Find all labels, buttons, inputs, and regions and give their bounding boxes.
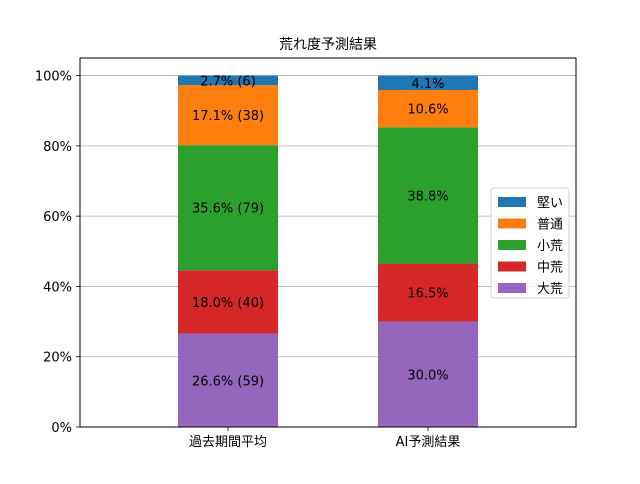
y-tick-label: 100%: [35, 70, 72, 85]
y-tick-label: 60%: [43, 210, 72, 225]
legend-label: 中荒: [537, 261, 563, 276]
legend-swatch: [498, 197, 526, 207]
legend-swatch: [498, 261, 526, 272]
bar-segment: [378, 321, 478, 427]
data-label: 10.6%: [407, 103, 448, 118]
y-tick-label: 80%: [43, 140, 72, 155]
chart-title: 荒れ度予測結果: [279, 37, 377, 53]
data-label: 4.1%: [411, 77, 444, 92]
data-label: 17.1% (38): [192, 109, 264, 124]
x-tick-label: 過去期間平均: [189, 435, 267, 450]
data-label: 35.6% (79): [192, 202, 264, 217]
data-label: 30.0%: [407, 368, 448, 383]
data-label: 18.0% (40): [192, 296, 264, 311]
x-tick-label: AI予測結果: [396, 435, 461, 450]
legend-swatch: [498, 240, 526, 250]
legend-label: 大荒: [537, 282, 563, 297]
bar-segment: [378, 263, 478, 322]
bar-segment: [378, 127, 478, 264]
legend-swatch: [498, 283, 526, 293]
legend-label: 小荒: [537, 239, 563, 254]
y-tick-label: 20%: [43, 351, 72, 366]
bar-segment: [178, 75, 278, 86]
legend-label: 堅い: [537, 196, 563, 211]
axes-frame: [79, 57, 577, 428]
bar-segment: [378, 75, 478, 90]
y-tick-label: 0%: [51, 421, 72, 436]
y-tick-label: 40%: [43, 280, 72, 295]
data-label: 2.7% (6): [200, 74, 256, 89]
bar-segment: [378, 89, 478, 128]
bar-segment: [178, 270, 278, 334]
bar-segment: [178, 85, 278, 146]
legend-label: 普通: [537, 218, 563, 233]
data-label: 16.5%: [407, 287, 448, 302]
legend-swatch: [498, 218, 526, 229]
bar-segment: [178, 333, 278, 427]
data-label: 26.6% (59): [192, 374, 264, 389]
data-label: 38.8%: [407, 189, 448, 204]
bar-segment: [178, 145, 278, 271]
